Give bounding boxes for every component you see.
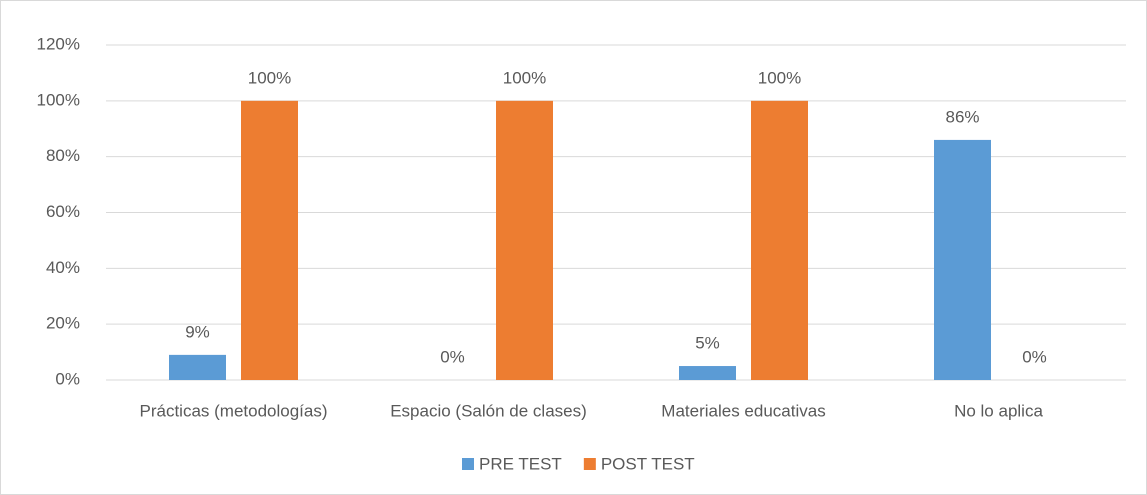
data-label: 86% (945, 107, 979, 126)
bar (169, 354, 226, 380)
legend-swatch (462, 458, 474, 470)
x-tick-label: Materiales educativas (661, 401, 825, 420)
y-tick-label: 120% (37, 34, 80, 53)
data-label: 5% (695, 334, 720, 353)
bar (241, 100, 298, 380)
legend-swatch (583, 458, 596, 470)
bar (934, 139, 991, 380)
data-label: 0% (1022, 347, 1047, 366)
data-label: 100% (503, 68, 546, 87)
bar (679, 366, 736, 380)
y-tick-label: 80% (46, 146, 80, 165)
data-label: 100% (758, 68, 801, 87)
legend-label: POST TEST (601, 454, 695, 473)
bar (751, 100, 808, 380)
x-tick-label: Prácticas (metodologías) (139, 401, 327, 420)
x-tick-label: No lo aplica (954, 401, 1043, 420)
bar (496, 100, 553, 380)
y-tick-label: 60% (46, 202, 80, 221)
y-tick-label: 40% (46, 258, 80, 277)
y-tick-label: 100% (37, 90, 80, 109)
data-label: 100% (248, 68, 291, 87)
x-tick-label: Espacio (Salón de clases) (390, 401, 587, 420)
data-label: 0% (440, 347, 465, 366)
data-label: 9% (185, 322, 210, 341)
y-tick-label: 20% (46, 314, 80, 333)
legend-label: PRE TEST (479, 454, 562, 473)
y-tick-label: 0% (55, 369, 80, 388)
